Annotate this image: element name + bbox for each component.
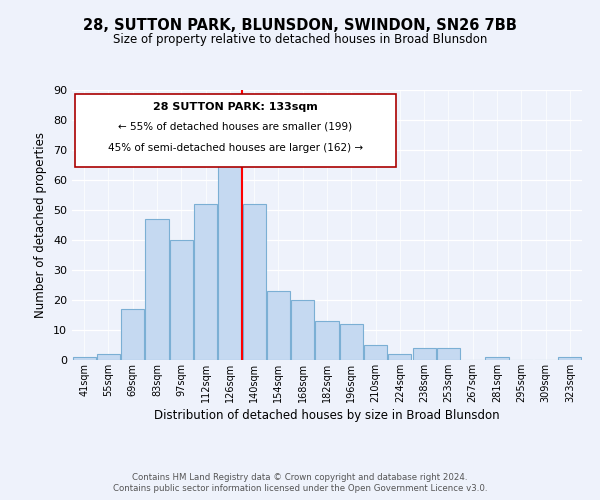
Bar bbox=[218, 156, 241, 360]
Text: Contains public sector information licensed under the Open Government Licence v3: Contains public sector information licen… bbox=[113, 484, 487, 493]
FancyBboxPatch shape bbox=[74, 94, 396, 167]
X-axis label: Distribution of detached houses by size in Broad Blunsdon: Distribution of detached houses by size … bbox=[154, 409, 500, 422]
Bar bbox=[437, 348, 460, 360]
Bar bbox=[145, 219, 169, 360]
Bar bbox=[316, 321, 338, 360]
Text: 45% of semi-detached houses are larger (162) →: 45% of semi-detached houses are larger (… bbox=[107, 142, 363, 152]
Text: 28 SUTTON PARK: 133sqm: 28 SUTTON PARK: 133sqm bbox=[153, 102, 317, 112]
Bar bbox=[97, 354, 120, 360]
Bar bbox=[388, 354, 412, 360]
Bar bbox=[121, 309, 144, 360]
Bar bbox=[559, 357, 581, 360]
Bar bbox=[485, 357, 509, 360]
Text: Contains HM Land Registry data © Crown copyright and database right 2024.: Contains HM Land Registry data © Crown c… bbox=[132, 472, 468, 482]
Bar bbox=[73, 357, 95, 360]
Bar bbox=[413, 348, 436, 360]
Bar bbox=[194, 204, 217, 360]
Bar bbox=[242, 204, 266, 360]
Bar bbox=[267, 291, 290, 360]
Text: ← 55% of detached houses are smaller (199): ← 55% of detached houses are smaller (19… bbox=[118, 121, 352, 131]
Y-axis label: Number of detached properties: Number of detached properties bbox=[34, 132, 47, 318]
Bar bbox=[340, 324, 363, 360]
Bar bbox=[291, 300, 314, 360]
Text: 28, SUTTON PARK, BLUNSDON, SWINDON, SN26 7BB: 28, SUTTON PARK, BLUNSDON, SWINDON, SN26… bbox=[83, 18, 517, 32]
Text: Size of property relative to detached houses in Broad Blunsdon: Size of property relative to detached ho… bbox=[113, 32, 487, 46]
Bar bbox=[170, 240, 193, 360]
Bar bbox=[364, 345, 387, 360]
